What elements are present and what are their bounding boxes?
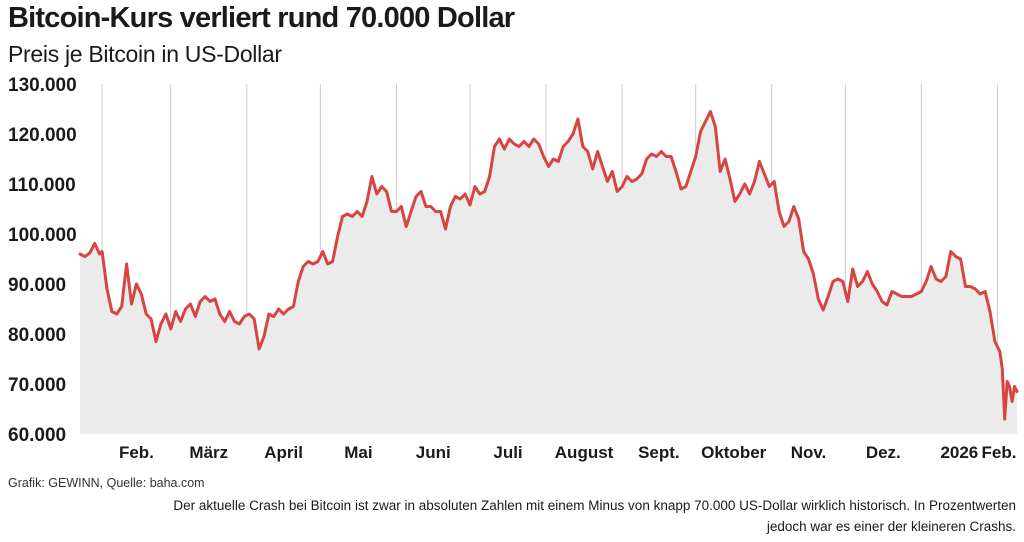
y-tick-label-100.000: 100.000 bbox=[8, 225, 77, 246]
y-axis-labels: 60.000 70.000 80.000 90.000 100.000 110.000 12… bbox=[8, 75, 77, 446]
y-tick-label-80.000: 80.000 bbox=[8, 325, 66, 346]
x-tick-label-0: Feb. bbox=[119, 443, 154, 462]
source-note: Grafik: GEWINN, Quelle: baha.com bbox=[8, 476, 205, 490]
price-area-fill bbox=[80, 111, 1017, 434]
price-series-line bbox=[78, 110, 1019, 421]
y-tick-label-70.000: 70.000 bbox=[8, 375, 66, 396]
x-tick-label-6: August bbox=[555, 443, 614, 462]
y-tick-label-130.000: 130.000 bbox=[8, 75, 77, 96]
y-tick-label-110.000: 110.000 bbox=[8, 175, 76, 196]
chart-title: Bitcoin-Kurs verliert rund 70.000 Dollar bbox=[8, 2, 515, 34]
y-tick-label-60.000: 60.000 bbox=[8, 425, 66, 446]
caption: Der aktuelle Crash bei Bitcoin ist zwar … bbox=[11, 495, 1016, 537]
price-area bbox=[80, 111, 1017, 434]
x-tick-label-5: Juli bbox=[493, 443, 522, 462]
bitcoin-price-chart: 60.000 70.000 80.000 90.000 100.000 110.000 12… bbox=[8, 75, 1019, 462]
x-tick-label-9: Nov. bbox=[791, 443, 827, 462]
x-tick-label-8: Oktober bbox=[701, 443, 767, 462]
x-tick-label-7: Sept. bbox=[638, 443, 680, 462]
price-line bbox=[78, 110, 1019, 421]
caption-line-2: jedoch war es einer der kleineren Crashs… bbox=[766, 519, 1016, 534]
chart-subtitle: Preis je Bitcoin in US-Dollar bbox=[8, 41, 282, 67]
x-axis-labels: Feb. März April Mai Juni Juli August Sept. Oktob… bbox=[119, 443, 1017, 462]
x-tick-label-11: 2026 bbox=[940, 443, 978, 462]
x-tick-label-10: Dez. bbox=[866, 443, 901, 462]
x-tick-label-1: März bbox=[189, 443, 228, 462]
x-tick-label-12: Feb. bbox=[982, 443, 1017, 462]
y-tick-label-120.000: 120.000 bbox=[8, 125, 77, 146]
y-tick-label-90.000: 90.000 bbox=[8, 275, 66, 296]
x-tick-label-4: Juni bbox=[416, 443, 451, 462]
caption-line-1: Der aktuelle Crash bei Bitcoin ist zwar … bbox=[173, 498, 1016, 513]
x-tick-label-3: Mai bbox=[344, 443, 372, 462]
x-tick-label-2: April bbox=[264, 443, 303, 462]
